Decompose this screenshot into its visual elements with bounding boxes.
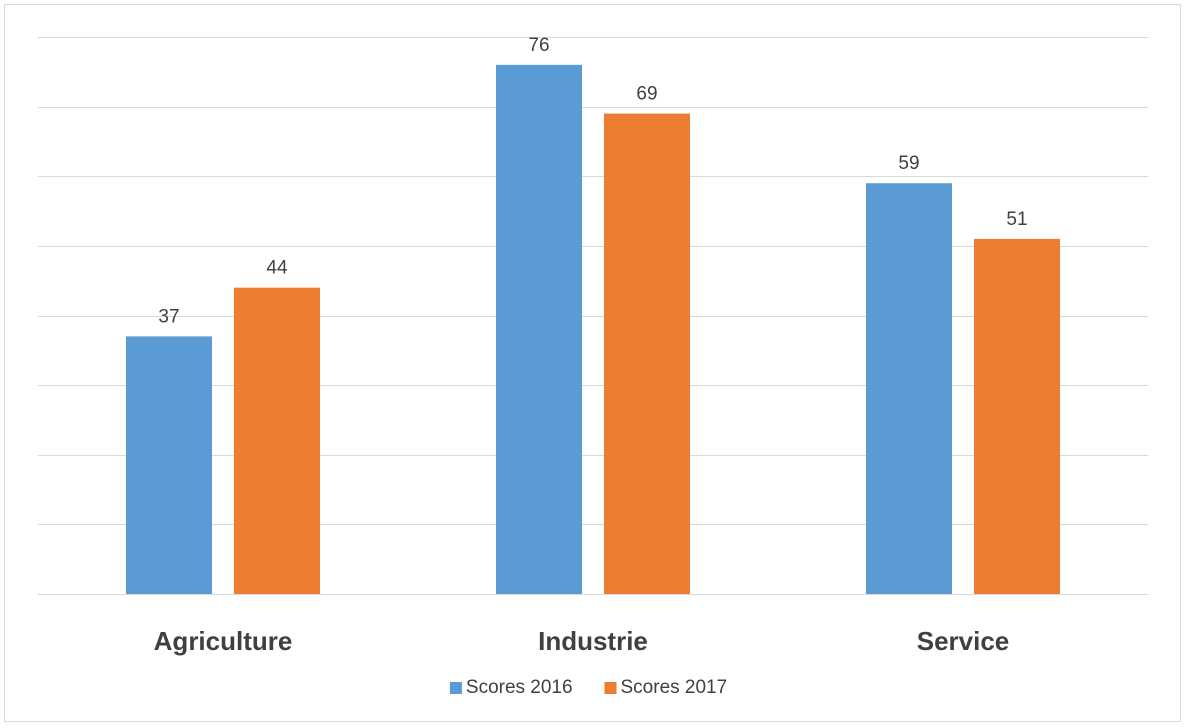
data-label: 51	[1006, 209, 1027, 230]
data-label: 37	[158, 306, 179, 327]
legend-swatch-1	[604, 682, 617, 694]
legend-label-0: Scores 2016	[466, 677, 573, 698]
data-label: 69	[636, 84, 657, 105]
data-label: 76	[528, 35, 549, 56]
bar-agriculture-0	[126, 336, 212, 594]
category-label-industrie: Industrie	[538, 626, 648, 656]
data-label: 44	[266, 258, 288, 279]
legend-label-1: Scores 2017	[621, 677, 728, 698]
bar-agriculture-1	[234, 287, 320, 594]
data-label: 59	[898, 153, 919, 174]
category-label-agriculture: Agriculture	[154, 626, 293, 656]
legend-swatch-0	[449, 682, 462, 694]
category-label-service: Service	[917, 626, 1010, 656]
bar-industrie-0	[496, 64, 582, 595]
bar-industrie-1	[604, 113, 690, 595]
bar-service-0	[866, 183, 952, 594]
bar-service-1	[974, 238, 1060, 594]
